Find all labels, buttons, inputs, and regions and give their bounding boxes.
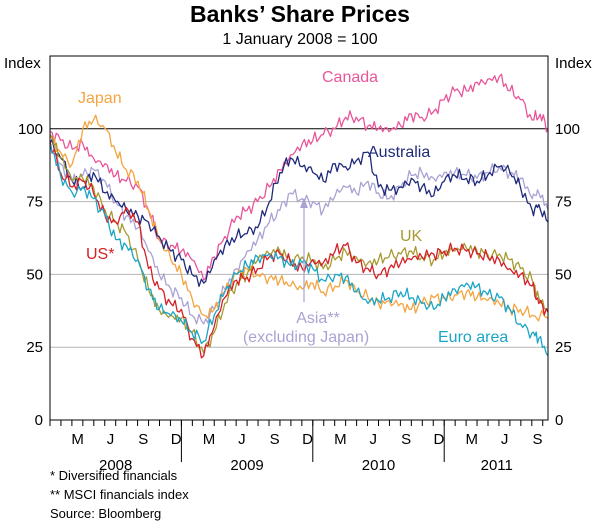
series-line-canada bbox=[49, 73, 549, 281]
series-label-6: US* bbox=[86, 246, 114, 263]
month-tick-label: S bbox=[270, 431, 280, 448]
series-line-asia-excluding-japan bbox=[49, 143, 549, 325]
month-tick-label: S bbox=[532, 431, 542, 448]
left-axis-title: Index bbox=[4, 55, 41, 72]
y-tick-label-left: 50 bbox=[26, 266, 43, 283]
x-axis-ticks: M J S D M J S D M J S D M J S 2008 2009 2010 2011 bbox=[49, 420, 544, 474]
y-tick-label-left: 75 bbox=[26, 194, 43, 211]
y-tick-label-right: 75 bbox=[555, 194, 572, 211]
year-label: 2010 bbox=[362, 457, 395, 474]
series-line-us bbox=[49, 140, 549, 359]
month-tick-label: S bbox=[401, 431, 411, 448]
month-tick-label: D bbox=[302, 431, 313, 448]
series-labels: Canada Japan Australia Asia** (excluding Jap… bbox=[78, 69, 508, 346]
month-tick-label: M bbox=[71, 431, 84, 448]
y-tick-label-left: 100 bbox=[18, 121, 43, 138]
month-tick-label: J bbox=[369, 431, 377, 448]
series-line-japan bbox=[49, 114, 549, 322]
footnote-asia: ** MSCI financials index bbox=[50, 487, 189, 502]
month-tick-label: D bbox=[434, 431, 445, 448]
month-tick-label: J bbox=[107, 431, 115, 448]
series-label-3: Asia** bbox=[296, 310, 340, 327]
asia-annotation-arrow bbox=[300, 198, 308, 302]
footnotes: * Diversified financials ** MSCI financi… bbox=[50, 466, 189, 523]
series-label-7: Euro area bbox=[438, 329, 508, 346]
footnote-source: Source: Bloomberg bbox=[50, 506, 162, 521]
month-tick-label: M bbox=[466, 431, 479, 448]
series-line-uk bbox=[49, 134, 549, 354]
asia-arrow-head bbox=[300, 198, 308, 208]
series-label-5: UK bbox=[400, 228, 423, 245]
footnote-us: * Diversified financials bbox=[50, 468, 178, 483]
month-tick-label: J bbox=[501, 431, 509, 448]
y-axis-ticks: 0 0 25 25 50 50 75 75 100 100 bbox=[18, 121, 580, 429]
month-tick-label: J bbox=[238, 431, 246, 448]
series-label-4: (excluding Japan) bbox=[243, 329, 369, 346]
series-lines bbox=[49, 73, 549, 359]
right-axis-title: Index bbox=[555, 55, 592, 72]
y-tick-label-left: 0 bbox=[35, 412, 43, 429]
month-tick-label: M bbox=[334, 431, 347, 448]
month-tick-label: S bbox=[138, 431, 148, 448]
y-tick-label-left: 25 bbox=[26, 339, 43, 356]
year-label: 2009 bbox=[230, 457, 263, 474]
month-tick-label: D bbox=[171, 431, 182, 448]
y-tick-label-right: 100 bbox=[555, 121, 580, 138]
series-label-2: Australia bbox=[368, 144, 430, 161]
year-label: 2011 bbox=[481, 457, 513, 474]
year-label: 2008 bbox=[99, 457, 132, 474]
series-label-1: Japan bbox=[78, 90, 122, 107]
chart-title: Banks’ Share Prices bbox=[190, 1, 410, 27]
month-tick-label: M bbox=[203, 431, 216, 448]
y-tick-label-right: 25 bbox=[555, 339, 572, 356]
plot-frame bbox=[49, 55, 549, 421]
y-tick-label-right: 0 bbox=[555, 412, 563, 429]
series-line-euro-area bbox=[49, 143, 549, 357]
gridlines bbox=[50, 201, 548, 348]
y-tick-label-right: 50 bbox=[555, 266, 572, 283]
series-label-0: Canada bbox=[322, 69, 378, 86]
chart-subtitle: 1 January 2008 = 100 bbox=[222, 31, 377, 48]
